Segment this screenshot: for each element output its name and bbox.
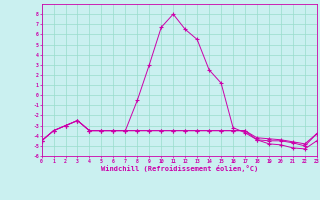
X-axis label: Windchill (Refroidissement éolien,°C): Windchill (Refroidissement éolien,°C) <box>100 165 258 172</box>
